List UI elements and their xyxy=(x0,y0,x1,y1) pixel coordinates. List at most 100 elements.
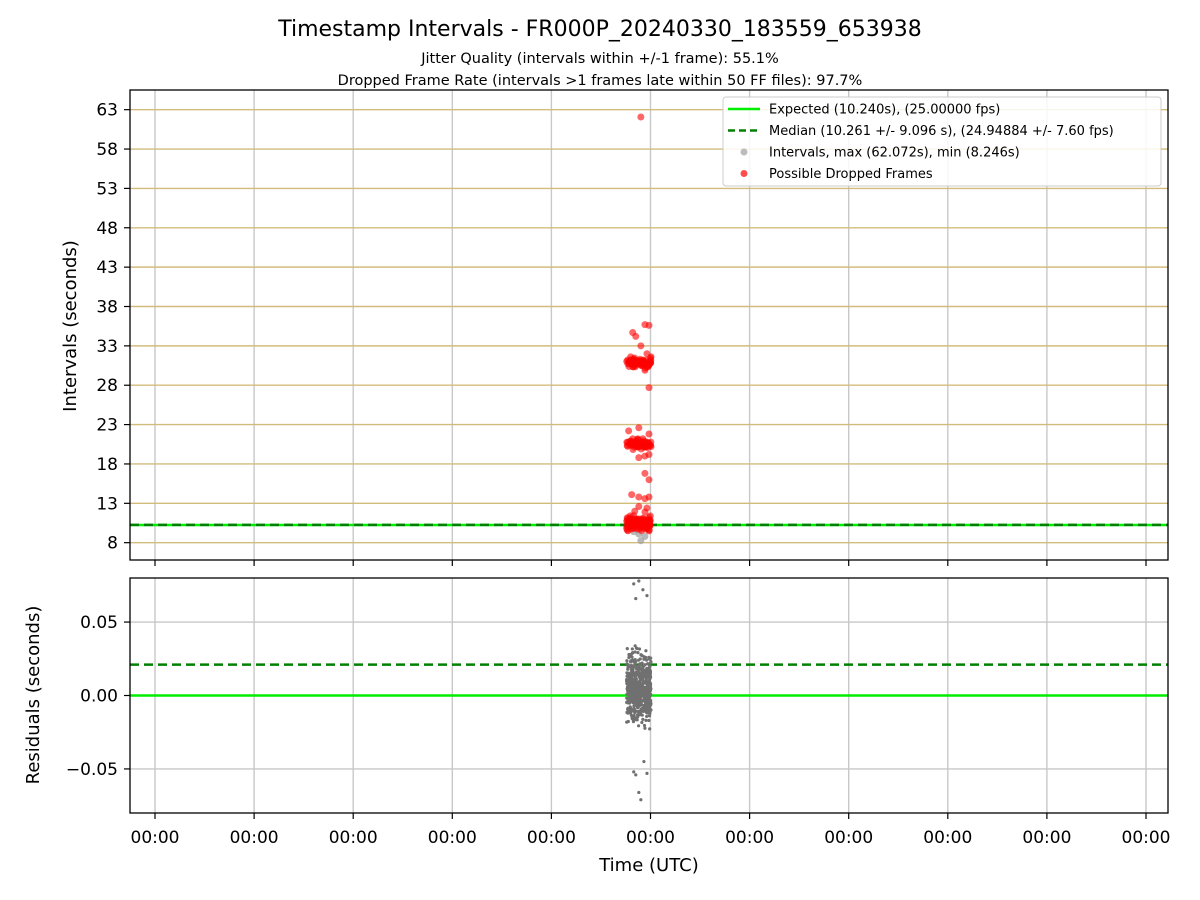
residual-point xyxy=(626,672,630,676)
x-tick-label: 00:00 xyxy=(527,828,576,848)
x-tick-label: 00:00 xyxy=(1122,828,1171,848)
residual-point xyxy=(649,656,653,660)
residual-point xyxy=(641,681,646,685)
residual-point xyxy=(636,705,640,710)
residual-point xyxy=(641,686,645,690)
residual-point xyxy=(627,681,631,685)
residual-point xyxy=(644,655,648,660)
dropped-frame-point xyxy=(637,113,645,121)
x-tick-label: 00:00 xyxy=(1022,828,1071,848)
x-tick-label: 00:00 xyxy=(131,828,180,848)
residual-point xyxy=(635,672,639,676)
y-tick-label: 18 xyxy=(96,455,118,475)
y-tick-label: 53 xyxy=(96,179,118,199)
residual-point xyxy=(649,661,653,665)
y-tick-label: 38 xyxy=(96,297,118,317)
residual-point xyxy=(642,664,646,668)
residual-point xyxy=(637,668,641,672)
residual-point xyxy=(630,678,634,683)
chart-subtitle-jitter: Jitter Quality (intervals within +/-1 fr… xyxy=(420,51,779,67)
residual-point xyxy=(632,690,637,694)
residual-point xyxy=(628,698,632,702)
residual-point xyxy=(646,674,650,678)
chart-title: Timestamp Intervals - FR000P_20240330_18… xyxy=(277,17,922,42)
residual-point xyxy=(641,709,646,713)
dropped-frame-point xyxy=(637,342,645,350)
residual-point xyxy=(629,664,633,669)
residual-point xyxy=(641,667,645,671)
residual-point xyxy=(628,688,632,692)
residual-point xyxy=(629,692,633,697)
residual-point xyxy=(630,716,635,720)
residual-point xyxy=(632,770,636,774)
dropped-frame-point xyxy=(647,353,655,361)
dropped-frame-point xyxy=(630,522,638,530)
dropped-frame-point xyxy=(624,527,632,535)
residual-point xyxy=(645,699,649,703)
residual-point xyxy=(639,682,643,687)
y-tick-label: 13 xyxy=(96,494,118,514)
residual-point xyxy=(647,694,651,699)
residual-point xyxy=(636,715,640,719)
residual-point xyxy=(647,718,651,723)
dropped-frame-point xyxy=(641,366,649,374)
legend: Expected (10.240s), (25.00000 fps) Median… xyxy=(722,96,1162,187)
dropped-frame-point xyxy=(645,451,653,459)
residual-point xyxy=(625,696,629,700)
residual-point xyxy=(633,644,637,648)
residual-point xyxy=(636,724,641,728)
dropped-frame-point xyxy=(645,359,653,367)
dropped-frame-point xyxy=(629,435,637,443)
dropped-frame-point xyxy=(625,427,633,435)
dropped-frame-point xyxy=(645,321,653,329)
residual-point xyxy=(637,694,641,698)
residual-point xyxy=(633,650,637,654)
dropped-frame-point xyxy=(633,358,641,366)
y-tick-label: 0.00 xyxy=(80,687,118,707)
residual-point xyxy=(640,713,644,717)
residual-point xyxy=(648,689,652,694)
dropped-frame-point xyxy=(623,517,631,525)
residual-point xyxy=(634,773,638,777)
x-tick-label: 00:00 xyxy=(824,828,873,848)
x-tick-label: 00:00 xyxy=(923,828,972,848)
x-axis-label: Time (UTC) xyxy=(598,855,699,876)
residual-point xyxy=(631,700,635,704)
dropped-frame-point xyxy=(632,332,640,340)
residual-point xyxy=(644,709,648,713)
dropped-frame-point xyxy=(635,502,643,510)
x-tick-label: 00:00 xyxy=(329,828,378,848)
residual-point xyxy=(637,647,642,651)
y-tick-label: 58 xyxy=(96,140,118,160)
residual-point xyxy=(645,594,649,598)
residual-point xyxy=(629,713,633,717)
residual-point xyxy=(646,709,650,713)
residual-point xyxy=(634,646,638,650)
dropped-frame-point xyxy=(641,508,649,516)
residual-point xyxy=(639,700,643,704)
residual-point xyxy=(643,674,647,678)
residual-point xyxy=(637,579,641,583)
residual-point xyxy=(632,663,637,668)
residual-point xyxy=(640,707,644,711)
residual-point xyxy=(644,718,648,722)
legend-dot-swatch xyxy=(740,170,748,177)
residual-point xyxy=(632,582,636,586)
y-tick-label: 43 xyxy=(96,258,118,278)
residual-point xyxy=(647,668,651,673)
residual-point xyxy=(625,659,629,663)
bottom-y-axis-label: Residuals (seconds) xyxy=(23,606,44,785)
dropped-frame-point xyxy=(635,424,643,432)
residual-point xyxy=(641,703,645,707)
dropped-frame-point xyxy=(627,353,635,361)
dropped-frame-point xyxy=(635,493,643,501)
residual-point xyxy=(636,664,641,668)
residual-point xyxy=(642,759,646,764)
x-tick-label: 00:00 xyxy=(428,828,477,848)
residual-point xyxy=(630,708,634,712)
legend-entry-label: Median (10.261 +/- 9.096 s), (24.94884 +… xyxy=(769,124,1114,139)
residual-point xyxy=(626,719,630,724)
dropped-frame-point xyxy=(639,356,647,364)
residual-point xyxy=(630,647,634,651)
residual-point xyxy=(644,681,649,685)
